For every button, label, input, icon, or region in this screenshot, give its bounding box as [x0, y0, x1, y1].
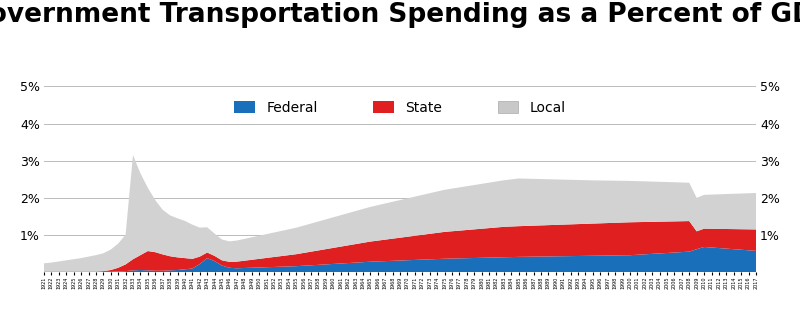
Legend: Federal, State, Local: Federal, State, Local	[229, 95, 571, 120]
Text: Government Transportation Spending as a Percent of GDP: Government Transportation Spending as a …	[0, 2, 800, 28]
